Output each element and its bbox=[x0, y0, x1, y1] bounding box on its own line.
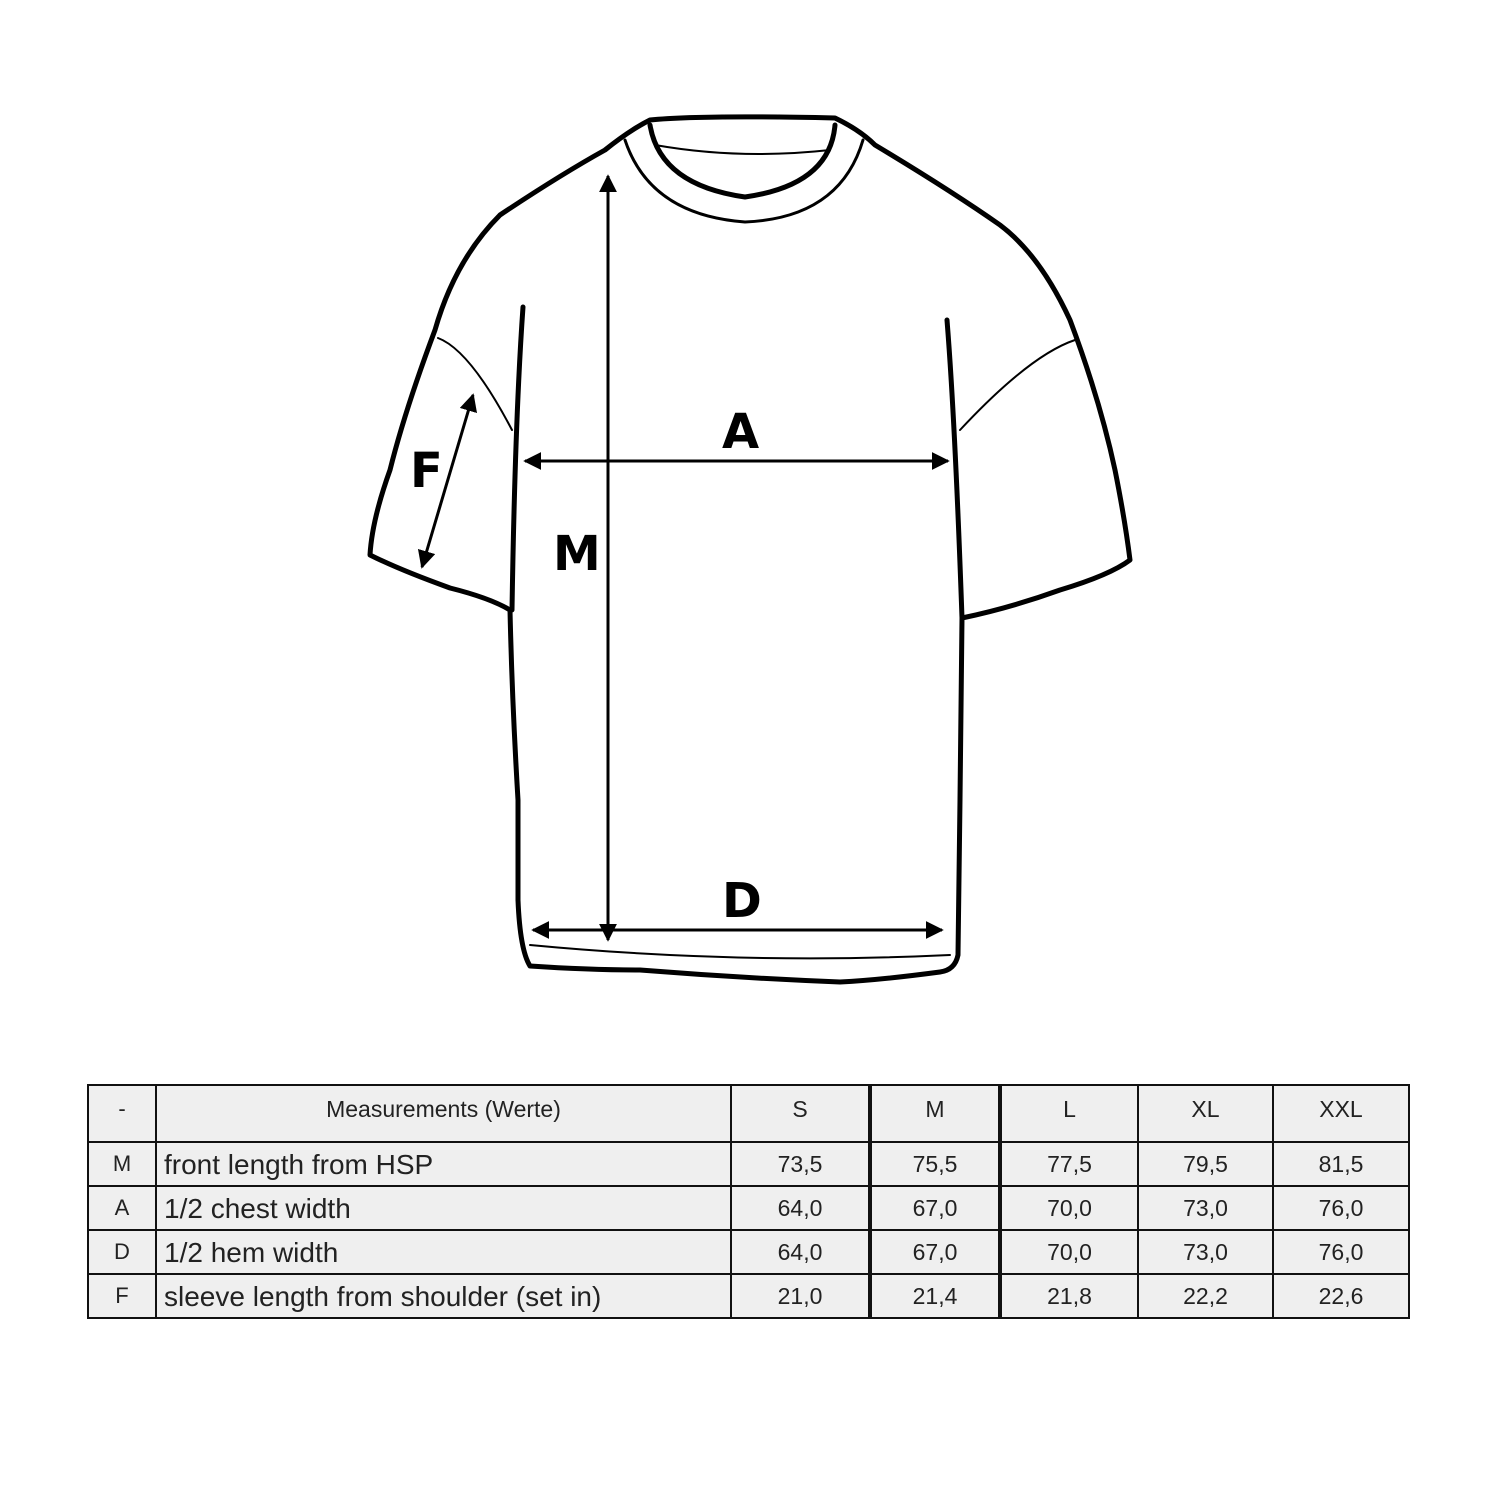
header-size: L bbox=[998, 1084, 1139, 1143]
table-row: M front length from HSP 73,5 75,5 77,5 7… bbox=[87, 1141, 1410, 1187]
row-value: 70,0 bbox=[998, 1185, 1139, 1231]
row-value: 64,0 bbox=[730, 1185, 871, 1231]
row-value: 76,0 bbox=[1272, 1185, 1410, 1231]
row-code: D bbox=[87, 1229, 157, 1275]
row-code: F bbox=[87, 1273, 157, 1319]
sleeve-arrow bbox=[417, 393, 478, 569]
row-code: M bbox=[87, 1141, 157, 1187]
tshirt-diagram: A M D F bbox=[367, 114, 1133, 985]
side-right bbox=[944, 317, 965, 621]
row-description: front length from HSP bbox=[155, 1141, 732, 1187]
row-value: 76,0 bbox=[1272, 1229, 1410, 1275]
label-a: A bbox=[722, 404, 759, 460]
label-d: D bbox=[722, 873, 762, 929]
row-value: 21,0 bbox=[730, 1273, 871, 1319]
row-value: 75,5 bbox=[868, 1141, 1001, 1187]
collar-inner bbox=[647, 122, 838, 200]
row-value: 81,5 bbox=[1272, 1141, 1410, 1187]
collar-back bbox=[654, 144, 831, 155]
header-code: - bbox=[87, 1084, 157, 1143]
row-description: sleeve length from shoulder (set in) bbox=[155, 1273, 732, 1319]
row-value: 70,0 bbox=[998, 1229, 1139, 1275]
collar-outer bbox=[623, 138, 865, 224]
row-value: 21,4 bbox=[868, 1273, 1001, 1319]
row-value: 73,0 bbox=[1137, 1185, 1274, 1231]
shirt-outline bbox=[367, 114, 1133, 985]
row-value: 21,8 bbox=[998, 1273, 1139, 1319]
row-value: 67,0 bbox=[868, 1185, 1001, 1231]
row-description: 1/2 chest width bbox=[155, 1185, 732, 1231]
row-value: 22,6 bbox=[1272, 1273, 1410, 1319]
size-table: - Measurements (Werte) S M L XL XXL M fr… bbox=[87, 1084, 1410, 1319]
header-size: XL bbox=[1137, 1084, 1274, 1143]
header-size: M bbox=[868, 1084, 1001, 1143]
table-header-row: - Measurements (Werte) S M L XL XXL bbox=[87, 1084, 1410, 1143]
row-value: 73,0 bbox=[1137, 1229, 1274, 1275]
table-row: A 1/2 chest width 64,0 67,0 70,0 73,0 76… bbox=[87, 1185, 1410, 1231]
row-value: 67,0 bbox=[868, 1229, 1001, 1275]
side-left bbox=[509, 304, 526, 613]
label-f: F bbox=[410, 443, 443, 499]
hem-stitch bbox=[529, 944, 951, 960]
label-m: M bbox=[553, 526, 601, 582]
row-code: A bbox=[87, 1185, 157, 1231]
row-value: 73,5 bbox=[730, 1141, 871, 1187]
table-row: D 1/2 hem width 64,0 67,0 70,0 73,0 76,0 bbox=[87, 1229, 1410, 1275]
row-value: 64,0 bbox=[730, 1229, 871, 1275]
header-size: S bbox=[730, 1084, 871, 1143]
header-size: XXL bbox=[1272, 1084, 1410, 1143]
row-value: 77,5 bbox=[998, 1141, 1139, 1187]
sleeve-seam-right bbox=[959, 339, 1076, 431]
table-row: F sleeve length from shoulder (set in) 2… bbox=[87, 1273, 1410, 1319]
row-value: 79,5 bbox=[1137, 1141, 1274, 1187]
header-description: Measurements (Werte) bbox=[155, 1084, 732, 1143]
row-description: 1/2 hem width bbox=[155, 1229, 732, 1275]
sleeve-seam-left bbox=[437, 337, 513, 431]
row-value: 22,2 bbox=[1137, 1273, 1274, 1319]
